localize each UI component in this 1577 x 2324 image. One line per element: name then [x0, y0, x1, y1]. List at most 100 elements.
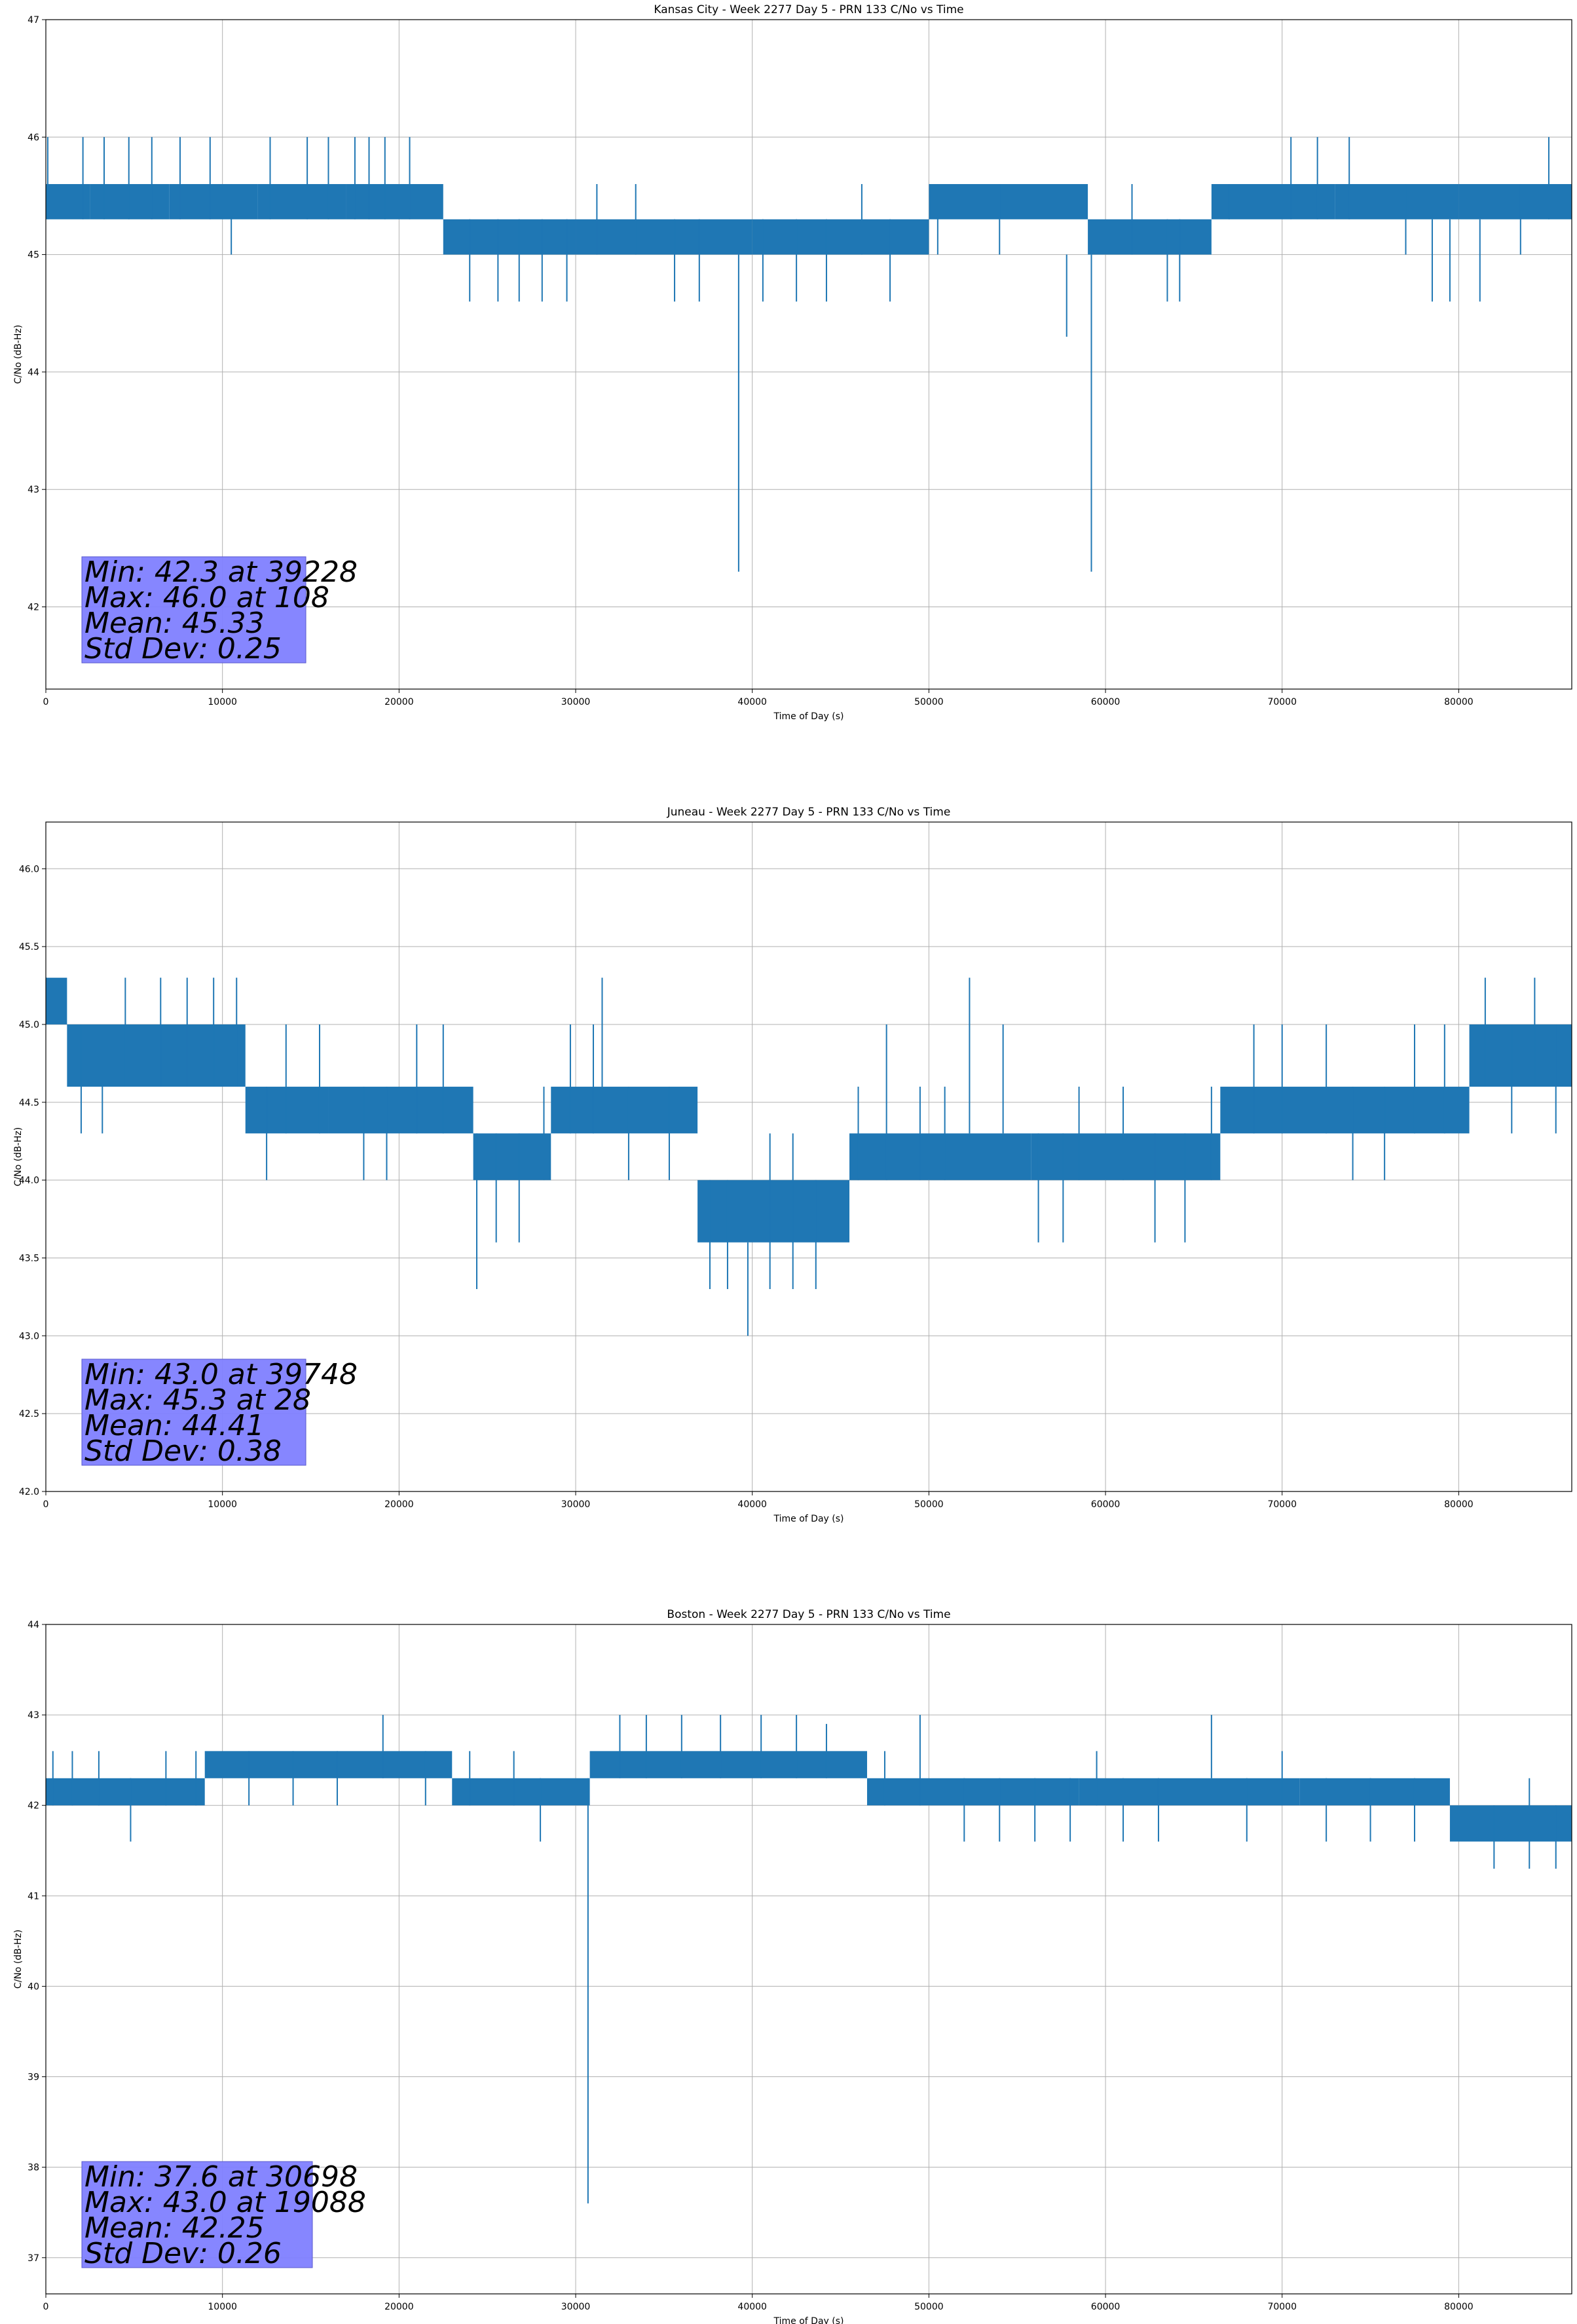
chart-panel-3: 0 10000 20000 30000 40000 50000 60000 70000 8000…	[13, 1608, 1572, 2324]
cno-band	[328, 1087, 473, 1134]
x-tick-label: 0	[43, 1499, 49, 1510]
stats-line: Min: 43.0 at 39748	[84, 1358, 358, 1391]
cno-series	[45, 977, 1572, 1336]
x-tick-label: 60000	[1091, 1499, 1121, 1510]
stats-line: Mean: 44.41	[84, 1409, 265, 1442]
x-tick-label: 10000	[208, 2302, 237, 2312]
y-tick-label: 40	[28, 1981, 39, 1992]
cno-band	[443, 219, 576, 255]
stats-box-background	[81, 1359, 306, 1466]
x-tick-label: 60000	[1091, 697, 1121, 707]
y-tick-label: 39	[28, 2072, 39, 2083]
y-axis-label: C/No (dB-Hz)	[13, 1930, 24, 1989]
x-tick-label: 0	[43, 697, 49, 707]
y-axis-label: C/No (dB-Hz)	[13, 1127, 24, 1186]
cno-band	[346, 184, 443, 219]
y-tick-label: 43	[28, 1710, 39, 1721]
y-tick-label: 47	[28, 15, 39, 26]
chart-panel-1: 0 10000 20000 30000 40000 50000 60000 70000 8000…	[13, 3, 1572, 722]
chart-title: Juneau - Week 2277 Day 5 - PRN 133 C/No …	[667, 806, 951, 819]
y-axis-label: C/No (dB-Hz)	[13, 325, 24, 384]
x-tick-label: 50000	[914, 1499, 944, 1510]
y-tick-label: 44.0	[19, 1176, 39, 1186]
cno-band	[473, 1133, 551, 1180]
x-tick-label: 10000	[208, 697, 237, 707]
y-tick-label: 42.0	[19, 1487, 39, 1497]
cno-band	[1220, 1087, 1470, 1134]
cno-band	[576, 219, 752, 255]
cno-band	[849, 1133, 1031, 1180]
x-tick-label: 40000	[737, 2302, 767, 2312]
stats-line: Min: 42.3 at 39228	[84, 555, 358, 589]
cno-band	[257, 184, 346, 219]
stats-line: Max: 46.0 at 108	[84, 581, 329, 614]
cno-series	[46, 137, 1572, 572]
y-tick-label: 43.5	[19, 1253, 39, 1264]
x-tick-label: 30000	[561, 2302, 591, 2312]
y-tick-label: 44.5	[19, 1098, 39, 1108]
cno-band	[245, 1087, 329, 1134]
cno-band	[1088, 219, 1212, 255]
y-tick-label: 46.0	[19, 864, 39, 874]
cno-band	[1299, 1778, 1450, 1806]
plot-frame	[45, 1624, 1572, 2295]
stats-line: Max: 43.0 at 19088	[84, 2186, 366, 2219]
y-tick-label: 43	[28, 485, 39, 495]
x-tick-label: 40000	[737, 1499, 767, 1510]
y-tick-label: 41	[28, 1891, 39, 1902]
cno-band	[1031, 1133, 1221, 1180]
chart-title: Kansas City - Week 2277 Day 5 - PRN 133 …	[654, 3, 963, 16]
x-tick-label: 10000	[208, 1499, 237, 1510]
y-tick-label: 44	[28, 367, 39, 378]
x-tick-label: 40000	[737, 697, 767, 707]
x-tick-label: 20000	[384, 697, 414, 707]
y-tick-label: 45	[28, 250, 39, 261]
x-tick-label: 50000	[914, 2302, 944, 2312]
y-tick-label: 45.5	[19, 942, 39, 952]
stats-box-background	[81, 556, 306, 664]
cno-band	[169, 184, 258, 219]
y-tick-label: 42	[28, 602, 39, 612]
x-tick-label: 30000	[561, 1499, 591, 1510]
x-tick-label: 20000	[384, 2302, 414, 2312]
x-tick-label: 70000	[1267, 2302, 1297, 2312]
cno-band	[46, 977, 67, 1024]
cno-band	[67, 1024, 246, 1087]
x-tick-label: 70000	[1267, 1499, 1297, 1510]
y-tick-label: 42	[28, 1801, 39, 1811]
cno-series	[46, 1715, 1572, 2203]
x-axis-label: Time of Day (s)	[773, 1514, 844, 1524]
x-tick-label: 70000	[1267, 697, 1297, 707]
cno-band	[752, 219, 929, 255]
cno-band	[551, 1087, 698, 1134]
cno-band	[90, 184, 170, 219]
y-tick-label: 43.0	[19, 1331, 39, 1341]
x-tick-label: 50000	[914, 697, 944, 707]
x-axis-label: Time of Day (s)	[773, 2316, 844, 2324]
cno-band	[204, 1751, 453, 1778]
stats-box-background	[81, 2161, 313, 2268]
stats-line: Min: 37.6 at 30698	[84, 2160, 358, 2194]
chart-panel-2: 0 10000 20000 30000 40000 50000 60000 70000 8000…	[13, 806, 1572, 1524]
y-tick-label: 37	[28, 2253, 39, 2264]
x-tick-label: 80000	[1444, 2302, 1474, 2312]
cno-band	[866, 1778, 1079, 1806]
stats-line: Std Dev: 0.25	[84, 632, 282, 665]
y-tick-label: 45.0	[19, 1020, 39, 1030]
y-tick-label: 38	[28, 2163, 39, 2173]
cno-band	[929, 184, 1088, 219]
stats-line: Mean: 42.25	[84, 2211, 265, 2245]
cno-band	[452, 1778, 590, 1806]
y-tick-label: 42.5	[19, 1409, 39, 1419]
cno-band	[46, 1778, 205, 1806]
stats-line: Mean: 45.33	[84, 607, 265, 640]
cno-band	[697, 1180, 850, 1243]
cno-band	[1211, 184, 1335, 219]
x-tick-label: 80000	[1444, 697, 1474, 707]
plot-frame	[45, 821, 1572, 1492]
x-axis-label: Time of Day (s)	[773, 711, 844, 722]
cno-band	[1335, 184, 1459, 219]
cno-band	[1469, 1024, 1572, 1087]
x-tick-label: 0	[43, 2302, 49, 2312]
